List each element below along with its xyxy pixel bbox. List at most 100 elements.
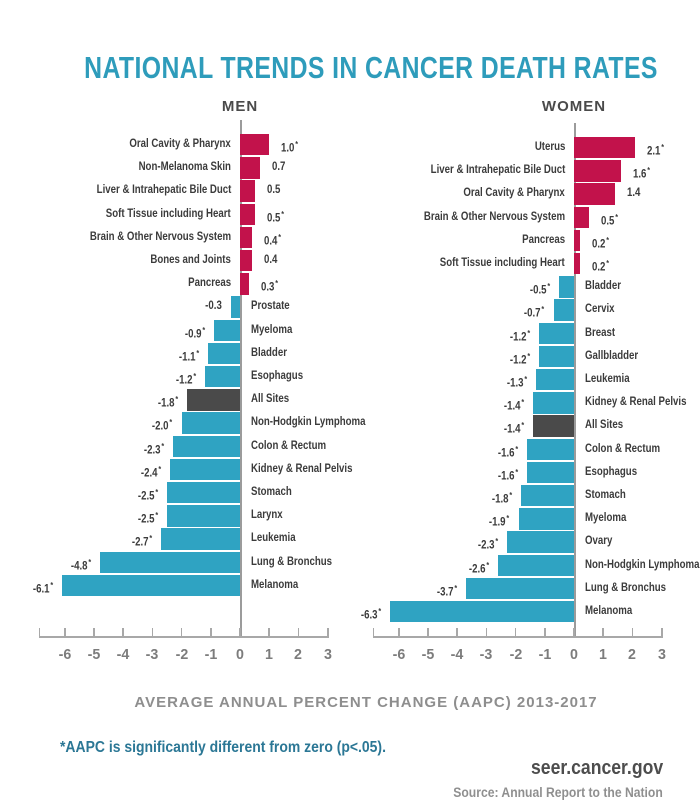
value-label: -0.3 — [205, 300, 223, 313]
axis-tick-label: 3 — [323, 646, 332, 663]
value-label: -2.5* — [137, 487, 158, 503]
significance-asterisk: * — [277, 231, 281, 242]
category-label: Stomach — [585, 489, 626, 501]
category-label: Esophagus — [251, 370, 304, 382]
axis-tick — [122, 628, 124, 636]
value-label: 0.4* — [263, 231, 281, 248]
significance-asterisk: * — [524, 374, 528, 384]
category-label: Stomach — [251, 486, 292, 498]
axis-tick-label: 1 — [265, 646, 274, 663]
significance-asterisk: * — [661, 142, 665, 152]
category-label: Colon & Rectum — [251, 439, 327, 452]
axis-tick-label: -5 — [87, 646, 101, 663]
axis-tick — [544, 628, 546, 636]
value-label: -1.9* — [489, 513, 510, 529]
category-label: Soft Tissue including Heart — [106, 207, 231, 220]
axis-tick — [573, 628, 575, 636]
value-label: 0.5* — [600, 211, 618, 228]
category-label: Oral Cavity & Pharynx — [463, 187, 565, 200]
category-label: Non-Melanoma Skin — [138, 161, 231, 174]
significance-asterisk: * — [646, 165, 650, 176]
value-label: -2.5* — [137, 510, 158, 526]
significance-asterisk: * — [161, 440, 164, 451]
significance-asterisk: * — [295, 139, 299, 149]
significance-asterisk: * — [541, 304, 545, 315]
category-label: Cervix — [585, 303, 615, 316]
axis-tick — [427, 628, 429, 636]
value-label: 0.5 — [266, 184, 281, 197]
x-axis-line — [372, 636, 664, 638]
category-label: Pancreas — [522, 233, 565, 246]
significance-asterisk: * — [175, 394, 179, 405]
bar — [161, 528, 240, 550]
zero-axis-line — [240, 120, 242, 636]
axis-tick — [485, 628, 488, 636]
value-label: -1.2* — [509, 327, 530, 344]
significance-asterisk: * — [506, 513, 510, 524]
value-label: 1.4 — [626, 187, 641, 200]
bar — [506, 531, 574, 553]
category-label: Bones and Joints — [150, 254, 231, 266]
bar — [527, 461, 574, 484]
significance-asterisk: * — [486, 559, 490, 570]
significance-asterisk: * — [495, 536, 498, 547]
axis-tick-label: -6 — [58, 646, 72, 663]
category-label: Bladder — [251, 346, 287, 359]
axis-tick-label: -3 — [146, 646, 159, 663]
axis-tick — [661, 628, 664, 636]
axis-tick — [602, 628, 604, 636]
bar — [167, 505, 240, 527]
value-label: -2.3* — [477, 536, 498, 553]
value-label: -2.6* — [468, 559, 490, 576]
axis-tick-label: 0 — [570, 646, 578, 663]
value-label: -1.4* — [503, 397, 525, 413]
axis-tick-label: 3 — [657, 646, 666, 663]
bar — [527, 438, 574, 460]
bar — [518, 508, 574, 530]
axis-tick-label: -6 — [392, 646, 406, 663]
value-label: -1.8* — [492, 490, 513, 506]
axis-tick-label: -1 — [204, 646, 218, 663]
value-label: -2.0* — [152, 417, 173, 434]
axis-tick — [398, 628, 400, 636]
value-label: -0.9* — [184, 324, 205, 341]
significance-asterisk: * — [527, 327, 530, 338]
significance-asterisk: * — [454, 582, 457, 593]
significance-asterisk: * — [155, 487, 158, 497]
axis-tick — [456, 628, 458, 636]
significance-asterisk: * — [275, 278, 278, 289]
significance-asterisk: * — [169, 417, 173, 428]
bar — [213, 319, 240, 341]
significance-asterisk: * — [547, 281, 551, 292]
axis-tick-label: 2 — [628, 646, 637, 663]
axis-tick — [210, 628, 212, 636]
axis-tick-label: 2 — [294, 646, 303, 663]
category-label: Melanoma — [585, 605, 633, 617]
value-label: -6.3* — [360, 606, 382, 622]
x-axis-line — [38, 636, 330, 638]
significance-asterisk: * — [50, 579, 53, 590]
category-label: Esophagus — [585, 465, 638, 478]
value-label: 0.3* — [260, 278, 278, 294]
axis-tick — [297, 628, 300, 636]
significance-asterisk: * — [201, 324, 205, 335]
bar — [574, 253, 580, 275]
value-label: -3.7* — [436, 582, 457, 599]
bar — [538, 345, 574, 368]
axis-tick-label: -2 — [175, 646, 188, 663]
value-label: -1.4* — [503, 420, 525, 437]
significance-asterisk: * — [515, 443, 519, 454]
value-label: -1.2* — [509, 350, 530, 367]
bar — [240, 157, 261, 179]
bar — [559, 276, 574, 298]
axis-tick — [327, 628, 330, 636]
axis-tick-label: -3 — [480, 646, 493, 663]
men-bar-chart: Oral Cavity & Pharynx 1.0* Non-Melanoma Sk… — [20, 120, 366, 679]
significance-asterisk: * — [521, 420, 525, 431]
value-label: -2.3* — [143, 440, 164, 457]
axis-tick-label: 1 — [599, 646, 608, 663]
value-label: 2.1* — [647, 142, 665, 158]
category-label: Myeloma — [585, 512, 627, 525]
value-label: 0.2* — [591, 258, 609, 274]
